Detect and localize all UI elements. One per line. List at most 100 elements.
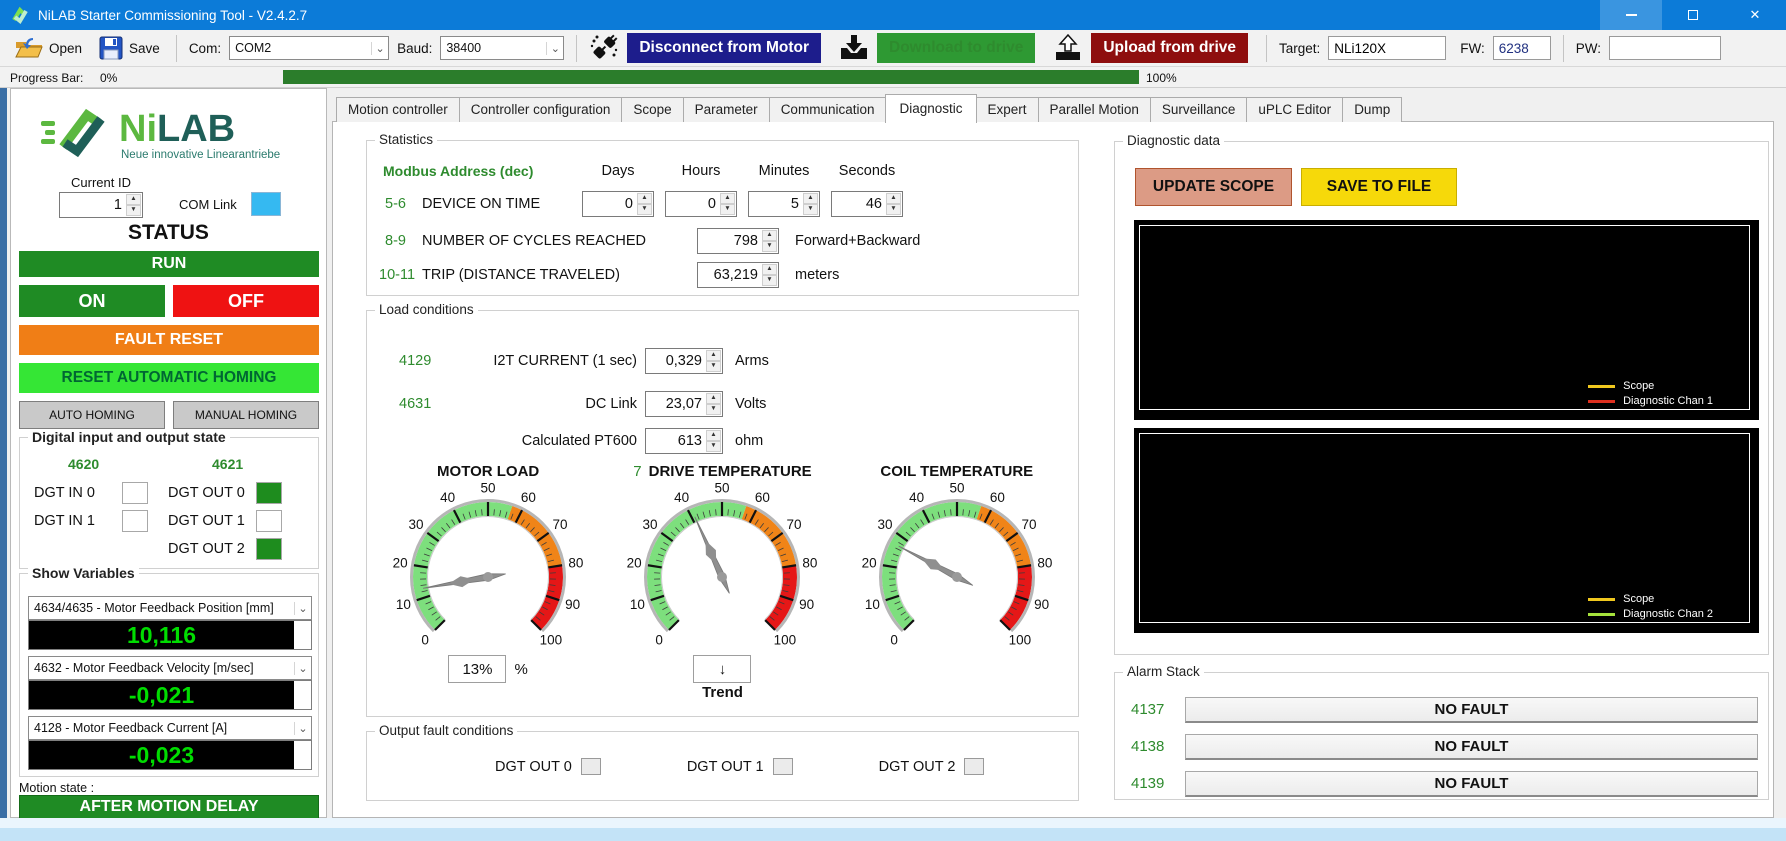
- device-on-time-spinner[interactable]: 0 ▲ ▼: [582, 191, 654, 217]
- legend-entry: Scope: [1588, 380, 1713, 392]
- spinner-down-icon[interactable]: ▼: [762, 275, 777, 286]
- dio-indicator: [122, 482, 148, 504]
- spinner-up-icon[interactable]: ▲: [720, 193, 735, 204]
- legend-line-swatch: [1588, 612, 1616, 616]
- svg-text:80: 80: [803, 556, 818, 571]
- fault-reset-button[interactable]: FAULT RESET: [19, 325, 319, 355]
- tab-expert[interactable]: Expert: [975, 97, 1039, 122]
- gauge-unit-label: %: [514, 660, 528, 678]
- tab-uplc-editor[interactable]: uPLC Editor: [1246, 97, 1344, 122]
- save-button[interactable]: Save: [94, 33, 164, 63]
- spinner-down-icon[interactable]: ▼: [126, 205, 141, 216]
- spinner-down-icon[interactable]: ▼: [803, 204, 818, 215]
- time-header: Minutes: [758, 163, 810, 179]
- upload-from-drive-button[interactable]: Upload from drive: [1091, 33, 1248, 63]
- show-variable-select-value: 4634/4635 - Motor Feedback Position [mm]: [34, 601, 274, 615]
- spinner-up-icon[interactable]: ▲: [886, 193, 901, 204]
- gauge-readout-box[interactable]: ↓: [693, 655, 752, 683]
- show-variable-select[interactable]: 4634/4635 - Motor Feedback Position [mm]…: [28, 596, 312, 620]
- com-port-select[interactable]: COM2 ⌄: [229, 36, 390, 60]
- fw-input[interactable]: [1492, 36, 1551, 60]
- spinner-down-icon[interactable]: ▼: [706, 404, 721, 415]
- cycles-spinner[interactable]: 798 ▲ ▼: [697, 228, 779, 254]
- spinner-up-icon[interactable]: ▲: [762, 230, 777, 241]
- tab-communication[interactable]: Communication: [768, 97, 887, 122]
- sidebar: NiLAB Neue innovative Linearantriebe Cur…: [10, 88, 327, 819]
- spinner-down-icon[interactable]: ▼: [762, 241, 777, 252]
- tab-controller-configuration[interactable]: Controller configuration: [458, 97, 623, 122]
- output-fault-indicator: [772, 758, 793, 775]
- reset-automatic-homing-button[interactable]: RESET AUTOMATIC HOMING: [19, 363, 319, 393]
- alarm-address: 4138: [1131, 738, 1165, 755]
- load-condition-unit: Volts: [735, 396, 767, 412]
- minimize-button[interactable]: [1600, 0, 1662, 30]
- download-to-drive-button[interactable]: Download to drive: [877, 33, 1036, 63]
- maximize-button[interactable]: [1662, 0, 1724, 30]
- spinner-down-icon[interactable]: ▼: [637, 204, 652, 215]
- pw-input[interactable]: [1609, 36, 1722, 60]
- spinner-up-icon[interactable]: ▲: [126, 194, 141, 205]
- current-id-spinner[interactable]: 1 ▲ ▼: [59, 192, 143, 218]
- load-condition-spinner[interactable]: 23,07 ▲ ▼: [645, 391, 723, 417]
- tab-surveillance[interactable]: Surveillance: [1149, 97, 1248, 122]
- spinner-down-icon[interactable]: ▼: [706, 361, 721, 372]
- output-fault-indicator: [580, 758, 601, 775]
- dropdown-arrow-icon[interactable]: ⌄: [371, 41, 388, 55]
- output-fault-title: Output fault conditions: [375, 723, 518, 738]
- open-button[interactable]: Open: [10, 33, 86, 63]
- gauge-readout-box[interactable]: 13%: [448, 655, 507, 683]
- update-scope-button[interactable]: UPDATE SCOPE: [1135, 168, 1292, 206]
- toolbar-separator: [576, 34, 578, 62]
- off-button[interactable]: OFF: [173, 285, 319, 317]
- save-to-file-button[interactable]: SAVE TO FILE: [1301, 168, 1457, 206]
- dio-indicator: [256, 510, 282, 532]
- auto-homing-button[interactable]: AUTO HOMING: [19, 401, 165, 429]
- device-on-time-label: DEVICE ON TIME: [422, 196, 541, 212]
- spinner-up-icon[interactable]: ▲: [706, 430, 721, 441]
- legend-label: Scope: [1623, 593, 1655, 605]
- disconnect-from-motor-button[interactable]: Disconnect from Motor: [627, 33, 822, 63]
- show-variable-select[interactable]: 4632 - Motor Feedback Velocity [m/sec] ⌄: [28, 656, 312, 680]
- target-input[interactable]: [1328, 36, 1447, 60]
- spinner-up-icon[interactable]: ▲: [803, 193, 818, 204]
- spinner-down-icon[interactable]: ▼: [886, 204, 901, 215]
- load-condition-spinner[interactable]: 613 ▲ ▼: [645, 428, 723, 454]
- trip-unit: meters: [795, 267, 840, 283]
- minimize-icon: [1625, 14, 1637, 16]
- dropdown-arrow-icon[interactable]: ⌄: [294, 601, 311, 615]
- svg-text:60: 60: [521, 490, 536, 505]
- dropdown-arrow-icon[interactable]: ⌄: [294, 721, 311, 735]
- show-variables-title: Show Variables: [28, 565, 139, 581]
- dropdown-arrow-icon[interactable]: ⌄: [546, 41, 563, 55]
- spinner-up-icon[interactable]: ▲: [637, 193, 652, 204]
- svg-text:10: 10: [630, 597, 645, 612]
- dio-label: DGT OUT 2: [168, 541, 245, 557]
- trip-spinner[interactable]: 63,219 ▲ ▼: [697, 262, 779, 288]
- spinner-up-icon[interactable]: ▲: [706, 350, 721, 361]
- spinner-down-icon[interactable]: ▼: [720, 204, 735, 215]
- nilab-logo: NiLAB Neue innovative Linearantriebe: [41, 108, 280, 161]
- tab-dump[interactable]: Dump: [1342, 97, 1403, 122]
- tab-motion-controller[interactable]: Motion controller: [336, 97, 460, 122]
- device-on-time-spinner-value: 5: [790, 196, 799, 212]
- device-on-time-spinner[interactable]: 5 ▲ ▼: [748, 191, 820, 217]
- load-condition-address: 4129: [399, 353, 432, 369]
- tab-scope[interactable]: Scope: [621, 97, 684, 122]
- tab-parallel-motion[interactable]: Parallel Motion: [1037, 97, 1151, 122]
- tab-diagnostic[interactable]: Diagnostic: [885, 94, 977, 123]
- load-condition-spinner[interactable]: 0,329 ▲ ▼: [645, 348, 723, 374]
- show-variable-select[interactable]: 4128 - Motor Feedback Current [A] ⌄: [28, 716, 312, 740]
- device-on-time-spinner[interactable]: 46 ▲ ▼: [831, 191, 903, 217]
- spinner-up-icon[interactable]: ▲: [706, 393, 721, 404]
- baud-select[interactable]: 38400 ⌄: [440, 36, 565, 60]
- manual-homing-button[interactable]: MANUAL HOMING: [173, 401, 319, 429]
- device-on-time-spinner[interactable]: 0 ▲ ▼: [665, 191, 737, 217]
- spinner-down-icon[interactable]: ▼: [706, 441, 721, 452]
- close-button[interactable]: ✕: [1724, 0, 1786, 30]
- toolbar-separator: [1266, 34, 1267, 62]
- on-button[interactable]: ON: [19, 285, 165, 317]
- dropdown-arrow-icon[interactable]: ⌄: [294, 661, 311, 675]
- spinner-up-icon[interactable]: ▲: [762, 264, 777, 275]
- tab-parameter[interactable]: Parameter: [682, 97, 770, 122]
- alarm-stack-title: Alarm Stack: [1123, 664, 1204, 679]
